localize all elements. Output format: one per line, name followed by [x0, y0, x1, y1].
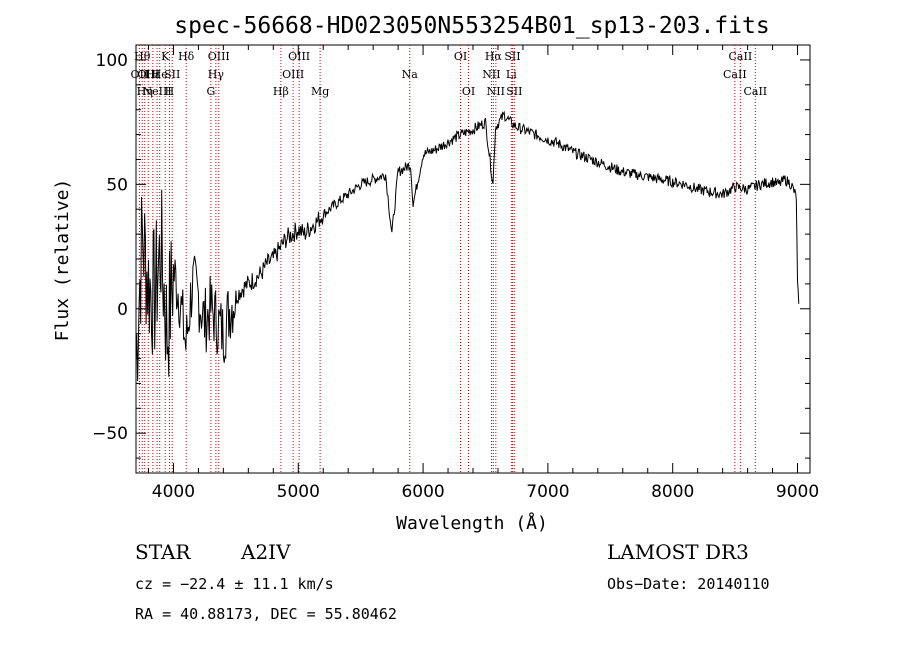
spectral-line-label: OIII: [288, 50, 310, 63]
spectral-line-label: CaII: [729, 50, 753, 63]
spectral-line-label: K: [161, 50, 170, 63]
spectral-line-label: Hα: [485, 50, 503, 63]
spectral-line-label: OIII: [208, 50, 230, 63]
chart-title: spec-56668-HD023050N553254B01_sp13-203.f…: [174, 13, 769, 39]
spectral-line-label: NeIII: [143, 85, 172, 98]
spectral-line-label: Hγ: [208, 68, 225, 81]
spectral-line-label: Hθ: [134, 50, 151, 63]
x-axis-label: Wavelength (Å): [396, 512, 548, 534]
spectral-line-label: G: [206, 85, 215, 98]
spectral-line-label: Hβ: [273, 85, 289, 98]
spectral-line-label: OIII: [282, 68, 304, 81]
y-tick-label: 50: [106, 175, 128, 195]
x-tick-label: 6000: [401, 482, 444, 502]
x-tick-label: 9000: [776, 482, 819, 502]
spectral-line-label: Li: [506, 68, 517, 81]
object-class: STAR: [135, 540, 191, 564]
spectral-line-label: He: [152, 68, 168, 81]
y-tick-label: 100: [96, 51, 128, 71]
spectral-line-label: NII: [487, 85, 505, 98]
x-axis-ticks: 4000 5000 6000 7000 8000 9000: [147, 45, 819, 502]
spectral-line-label: Hη: [137, 85, 153, 98]
y-axis-label: Flux (relative): [52, 179, 73, 342]
spectral-line-markers: [138, 45, 756, 473]
redshift-cz: cz = −22.4 ± 11.1 km/s: [135, 575, 334, 593]
spectral-line-label: CaII: [743, 85, 767, 98]
spectrum-series-line: [135, 110, 800, 382]
spectral-line-label: SII: [164, 68, 180, 81]
spectral-line-label: Hε: [145, 68, 161, 81]
plot-frame: [135, 44, 811, 474]
y-tick-label: −50: [92, 424, 128, 444]
survey-name: LAMOST DR3: [607, 540, 749, 564]
object-subclass: A2IV: [240, 540, 291, 564]
spectral-line-label: SII: [506, 85, 522, 98]
x-tick-label: 8000: [651, 482, 694, 502]
spectral-line-label: CaII: [723, 68, 747, 81]
spectrum-layer: [135, 110, 800, 382]
sky-coordinates: RA = 40.88173, DEC = 55.80462: [135, 605, 397, 623]
spectral-line-labels: OIIHθHηOIIIHεNeIIIHeKHSIIHδGHγOIIIHβOIII…: [131, 50, 768, 98]
observation-date: Obs−Date: 20140110: [607, 575, 770, 593]
spectral-line-label: Na: [402, 68, 419, 81]
spectral-line-label: OIII: [137, 68, 159, 81]
spectral-line-label: OI: [462, 85, 475, 98]
y-tick-label: 0: [117, 300, 128, 320]
spectral-line-label: OI: [454, 50, 467, 63]
spectral-line-label: OII: [131, 68, 149, 81]
spectral-line-label: Mg: [311, 85, 329, 98]
x-tick-label: 4000: [152, 482, 195, 502]
x-tick-label: 5000: [277, 482, 320, 502]
y-axis-ticks: −50 0 50 100: [92, 51, 810, 459]
spectral-line-label: NII: [482, 68, 500, 81]
spectral-line-label: SII: [504, 50, 520, 63]
x-tick-label: 7000: [526, 482, 569, 502]
spectral-line-label: H: [165, 85, 175, 98]
spectral-line-label: Hδ: [178, 50, 195, 63]
